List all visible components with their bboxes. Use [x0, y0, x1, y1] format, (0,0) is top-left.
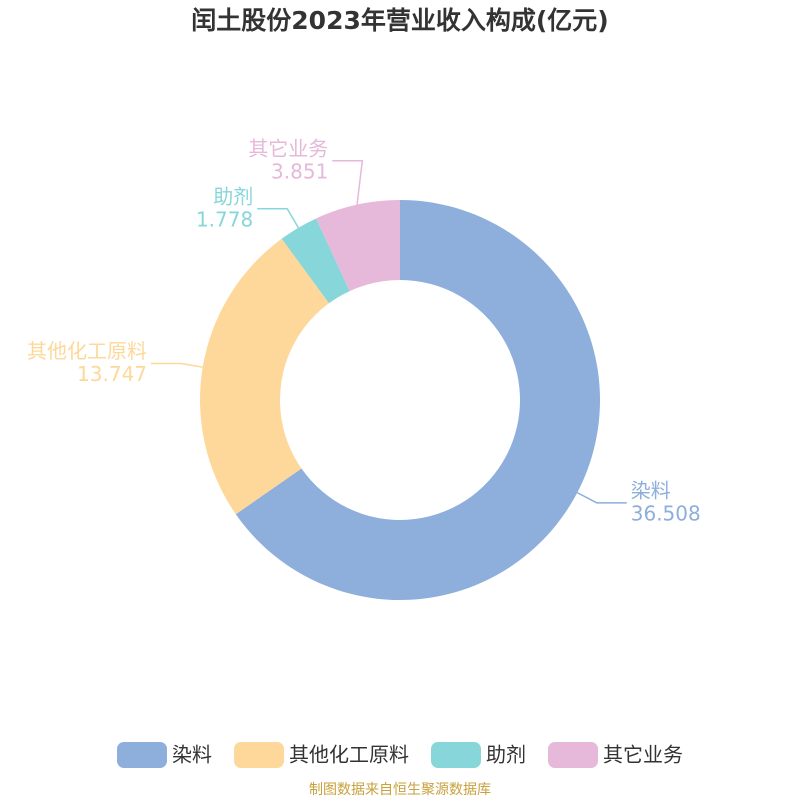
donut-slice: [316, 200, 400, 292]
leader-line: [151, 362, 203, 368]
legend-label: 其他化工原料: [289, 743, 409, 767]
slice-value: 36.508: [631, 501, 701, 525]
leader-line: [576, 491, 627, 504]
legend-label: 其它业务: [603, 743, 683, 767]
slice-value: 1.778: [196, 207, 253, 231]
leader-line: [332, 160, 364, 205]
legend-swatch: [117, 742, 167, 768]
slice-value: 13.747: [77, 362, 147, 386]
legend-label: 助剂: [486, 743, 526, 767]
slice-label: 助剂: [213, 184, 253, 208]
source-note: 制图数据来自恒生聚源数据库: [309, 782, 491, 798]
slice-label: 其它业务: [248, 136, 328, 160]
leader-line: [257, 208, 300, 229]
donut-slice: [281, 218, 350, 304]
legend-swatch: [234, 742, 284, 768]
chart-title: 闰土股份2023年营业收入构成(亿元): [191, 6, 608, 35]
legend-swatch: [431, 742, 481, 768]
donut-slice: [199, 238, 330, 515]
donut-slice: [235, 200, 600, 600]
slice-label: 染料: [631, 478, 671, 502]
legend-label: 染料: [172, 743, 212, 767]
slice-label: 其他化工原料: [27, 339, 147, 363]
slice-value: 3.851: [271, 159, 328, 183]
legend-swatch: [548, 742, 598, 768]
